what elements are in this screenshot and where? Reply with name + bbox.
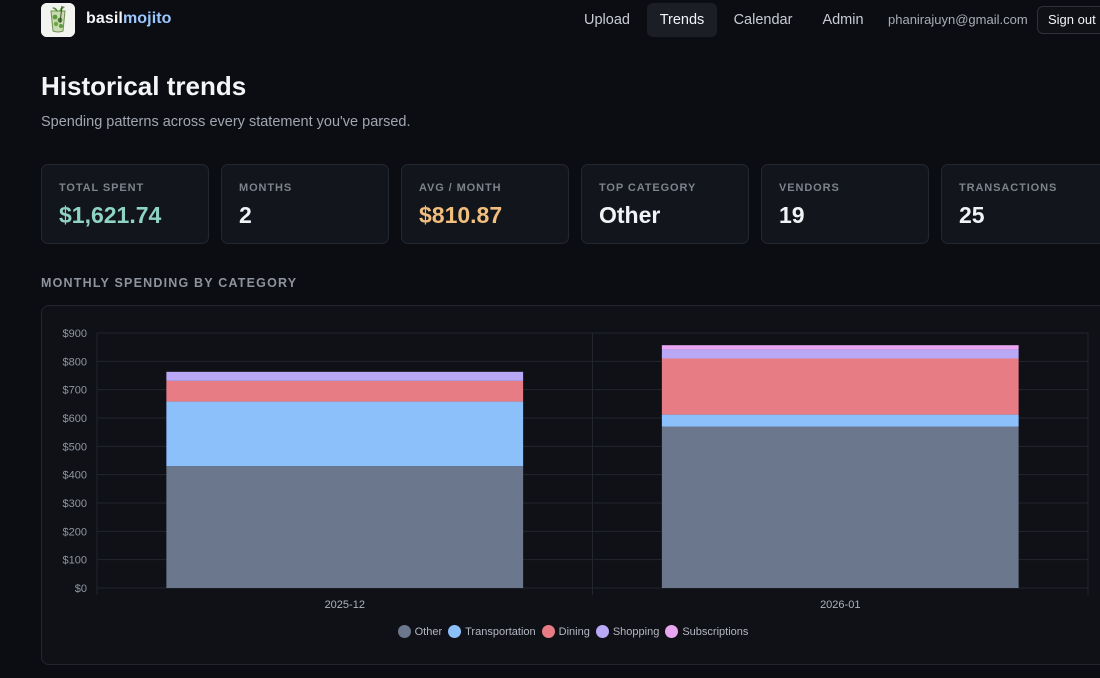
y-tick-label: $200: [63, 526, 87, 538]
legend-label: Transportation: [465, 626, 536, 638]
stat-card-transactions: TRANSACTIONS 25: [941, 164, 1100, 244]
stat-value: 19: [779, 202, 805, 228]
bar-segment-other: [661, 426, 1019, 588]
legend-swatch: [397, 625, 411, 638]
legend-item-other[interactable]: Other: [397, 625, 443, 638]
brand-part-mojito: mojito: [122, 10, 172, 27]
nav-calendar[interactable]: Calendar: [733, 12, 793, 28]
legend-label: Other: [414, 626, 443, 638]
bar-segment-subscriptions: [661, 345, 1019, 350]
legend-swatch: [448, 625, 462, 638]
page-subtitle: Spending patterns across every statement…: [41, 114, 411, 130]
nav-upload[interactable]: Upload: [584, 12, 630, 28]
y-tick-label: $600: [63, 413, 87, 425]
y-tick-label: $400: [63, 470, 87, 482]
stat-value: $810.87: [419, 202, 503, 228]
top-bar: basilmojito Upload Trends Calendar Admin…: [0, 0, 1100, 40]
y-tick-label: $900: [63, 328, 87, 340]
stat-value: 25: [959, 202, 985, 228]
brand-name[interactable]: basilmojito: [86, 10, 172, 28]
bar-segment-dining: [166, 380, 524, 402]
page-title: Historical trends: [41, 71, 247, 101]
legend-label: Dining: [558, 626, 590, 638]
x-tick-label: 2025-12: [325, 599, 365, 611]
y-tick-label: $500: [63, 441, 87, 453]
mojito-glass-icon: [41, 3, 75, 37]
stat-label: MONTHS: [239, 182, 293, 194]
bar-segment-dining: [661, 358, 1019, 415]
stat-label: TRANSACTIONS: [959, 182, 1058, 194]
legend-item-transportation[interactable]: Transportation: [448, 625, 536, 638]
logo[interactable]: [41, 3, 75, 37]
chart-section-title: MONTHLY SPENDING BY CATEGORY: [41, 276, 298, 290]
sign-out-button[interactable]: Sign out: [1037, 6, 1100, 34]
bar-segment-transportation: [661, 414, 1019, 427]
stat-label: TOTAL SPENT: [59, 182, 145, 194]
legend-swatch: [541, 625, 555, 638]
stat-card-avg-month: AVG / MONTH $810.87: [401, 164, 569, 244]
legend-label: Subscriptions: [682, 626, 749, 638]
legend-item-dining[interactable]: Dining: [541, 625, 590, 638]
user-email: phanirajuyn@gmail.com: [888, 12, 1028, 27]
legend-item-subscriptions[interactable]: Subscriptions: [665, 625, 748, 638]
stat-card-top-category: TOP CATEGORY Other: [581, 164, 749, 244]
legend-swatch: [595, 625, 609, 638]
y-tick-label: $300: [63, 498, 87, 510]
y-tick-label: $700: [63, 385, 87, 397]
nav-trends[interactable]: Trends: [647, 3, 717, 37]
stat-value: $1,621.74: [59, 202, 162, 228]
y-tick-label: $100: [63, 555, 87, 567]
legend-swatch: [665, 625, 679, 638]
brand-part-basil: basil: [86, 10, 123, 27]
y-tick-label: $800: [63, 356, 87, 368]
stat-label: VENDORS: [779, 182, 840, 194]
stat-card-vendors: VENDORS 19: [761, 164, 929, 244]
stat-label: AVG / MONTH: [419, 182, 502, 194]
legend-item-shopping[interactable]: Shopping: [595, 625, 660, 638]
stat-card-months: MONTHS 2: [221, 164, 389, 244]
stat-card-total-spent: TOTAL SPENT $1,621.74: [41, 164, 209, 244]
nav-admin[interactable]: Admin: [822, 12, 864, 28]
bar-segment-shopping: [661, 349, 1019, 359]
legend-label: Shopping: [612, 626, 660, 638]
bar-segment-other: [166, 466, 524, 588]
stat-label: TOP CATEGORY: [599, 182, 697, 194]
stat-value: 2: [239, 202, 252, 228]
stat-value: Other: [599, 202, 661, 228]
bar-segment-transportation: [166, 401, 524, 467]
y-tick-label: $0: [75, 583, 87, 595]
chart-legend: Other Transportation Dining Shopping Subscri…: [0, 622, 1100, 640]
bar-segment-shopping: [166, 371, 524, 381]
x-tick-label: 2026-01: [820, 599, 860, 611]
